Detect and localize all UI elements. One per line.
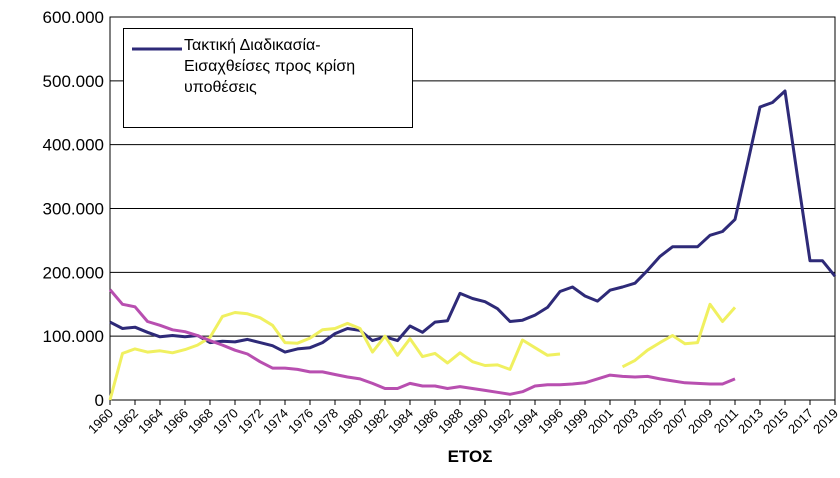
- x-tick-label: 1994: [510, 406, 541, 437]
- x-tick-label: 1976: [285, 406, 316, 437]
- legend-swatch: [132, 47, 182, 51]
- x-tick-label: 1972: [235, 406, 266, 437]
- x-tick-label: 1980: [335, 406, 366, 437]
- legend: Τακτική Διαδικασία-Εισαχθείσες προς κρίσ…: [123, 28, 413, 128]
- line-series: [108, 302, 737, 401]
- x-tick-label: 1996: [535, 406, 566, 437]
- plot-frame: [109, 16, 836, 401]
- x-tick-label: 2011: [711, 406, 741, 436]
- x-tick-label: 2009: [685, 406, 716, 437]
- x-tick-label: 1999: [560, 406, 591, 437]
- x-tick-label: 2017: [785, 406, 816, 437]
- y-tick-label: 100.000: [43, 327, 104, 346]
- x-tick-label: 1992: [485, 406, 516, 437]
- x-tick-label: 1960: [85, 406, 116, 437]
- x-tick-label: 1982: [360, 406, 391, 437]
- x-tick-label: 1968: [185, 406, 216, 437]
- y-tick-label: 200.000: [43, 263, 104, 282]
- y-tick-label: 400.000: [43, 136, 104, 155]
- y-tick-label: 500.000: [43, 72, 104, 91]
- x-tick-label: 1970: [210, 406, 241, 437]
- x-tick-label: 1974: [260, 406, 291, 437]
- y-tick-label: 600.000: [43, 8, 104, 27]
- y-tick-label: 300.000: [43, 200, 104, 219]
- x-tick-label: 2019: [810, 406, 840, 437]
- line-series: [109, 89, 837, 354]
- line-series: [108, 288, 736, 396]
- x-tick-label: 1966: [160, 406, 191, 437]
- x-tick-label: 1988: [435, 406, 466, 437]
- x-tick-label: 2005: [635, 406, 666, 437]
- x-tick-label: 2003: [610, 406, 641, 437]
- x-tick-label: 2015: [760, 406, 791, 437]
- x-tick-label: 2013: [735, 406, 766, 437]
- x-tick-label: 2007: [660, 406, 691, 437]
- x-tick-label: 1984: [385, 406, 416, 437]
- y-tick-label: 0: [95, 391, 104, 410]
- x-tick-label: 1986: [410, 406, 441, 437]
- x-tick-label: 1990: [460, 406, 491, 437]
- x-tick-label: 1978: [310, 406, 341, 437]
- x-tick-label: 1964: [135, 406, 166, 437]
- legend-label: Τακτική Διαδικασία-Εισαχθείσες προς κρίσ…: [184, 37, 356, 96]
- x-tick-label: 2001: [585, 406, 616, 437]
- x-tick-label: 1962: [110, 406, 141, 437]
- x-axis-title: ΕΤΟΣ: [448, 447, 493, 466]
